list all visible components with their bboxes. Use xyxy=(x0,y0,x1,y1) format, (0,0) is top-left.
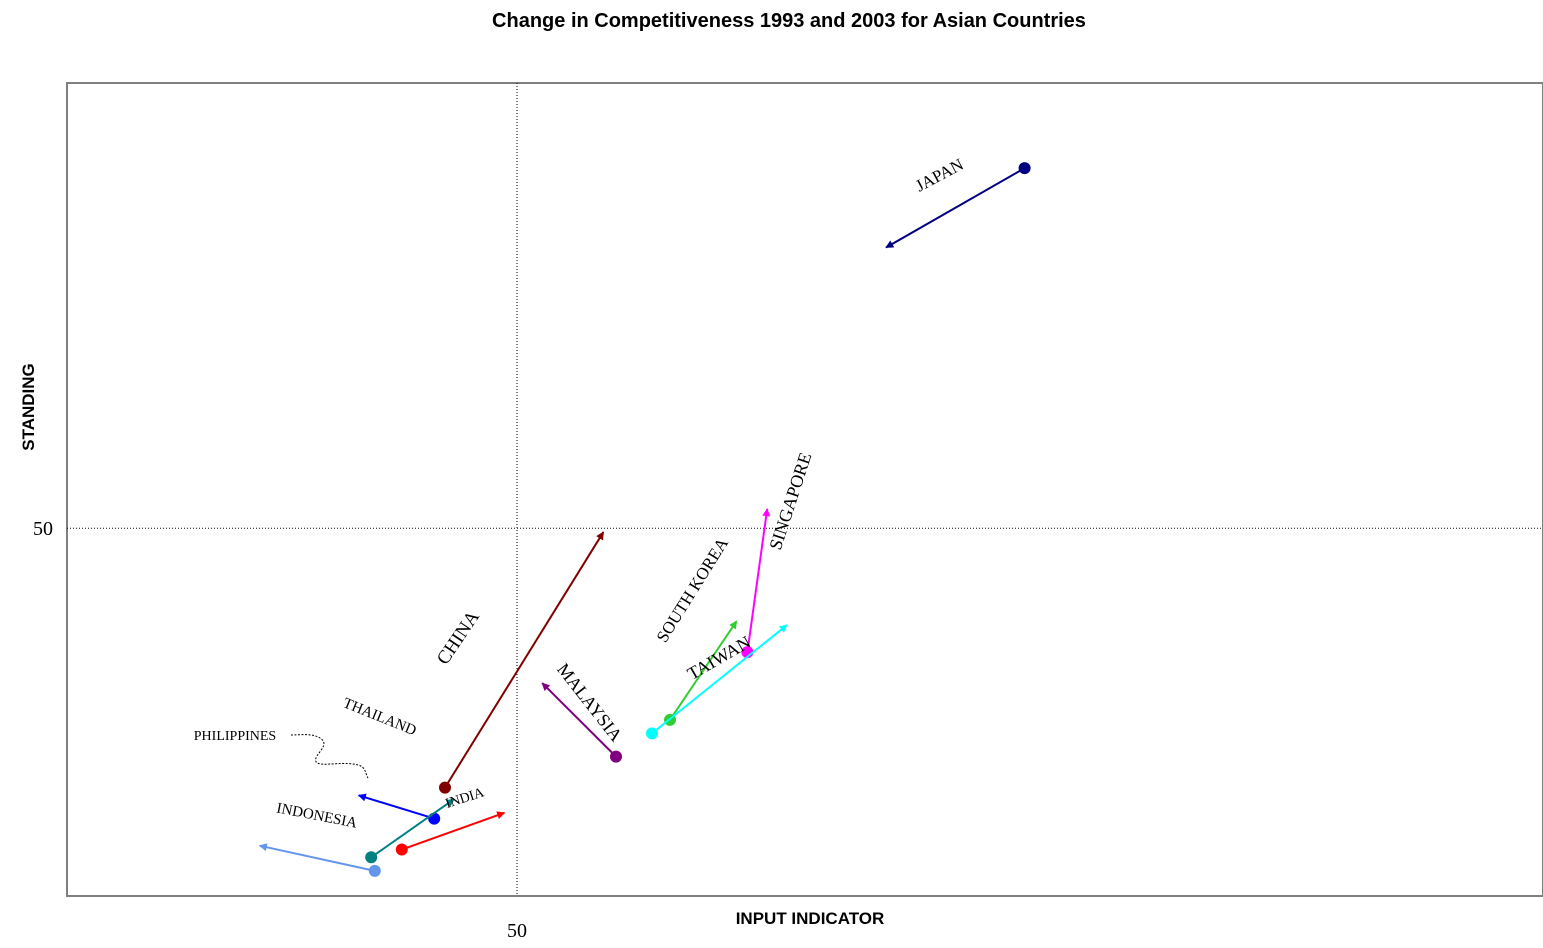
philippines-arrow xyxy=(370,798,455,859)
philippines-leader-line xyxy=(290,734,369,779)
japan-start-point xyxy=(1018,162,1031,175)
y-axis-title: STANDING xyxy=(19,363,38,451)
taiwan-arrow xyxy=(651,624,788,735)
india-start-point xyxy=(395,843,408,856)
x-tick-label: 50 xyxy=(507,920,527,942)
malaysia-arrow xyxy=(541,682,617,758)
singapore-arrow xyxy=(746,508,771,653)
plot-area xyxy=(66,82,1543,897)
indonesia-arrow xyxy=(258,843,376,872)
india-arrow xyxy=(401,811,506,851)
philippines-label: PHILIPPINES xyxy=(194,729,276,744)
japan-arrow xyxy=(885,167,1026,249)
china-start-point xyxy=(439,781,451,794)
thailand-start-point xyxy=(428,812,441,825)
malaysia-start-point xyxy=(610,750,622,763)
taiwan-start-point xyxy=(646,727,658,740)
x-axis-title: INPUT INDICATOR xyxy=(736,909,885,928)
y-tick-label: 50 xyxy=(33,518,53,540)
chart-title: Change in Competitiveness 1993 and 2003 … xyxy=(492,10,1086,32)
indonesia-start-point xyxy=(368,864,381,877)
philippines-start-point xyxy=(365,851,378,864)
china-arrow xyxy=(444,531,605,789)
south-korea-arrow xyxy=(669,620,738,721)
thailand-arrow xyxy=(357,793,435,820)
